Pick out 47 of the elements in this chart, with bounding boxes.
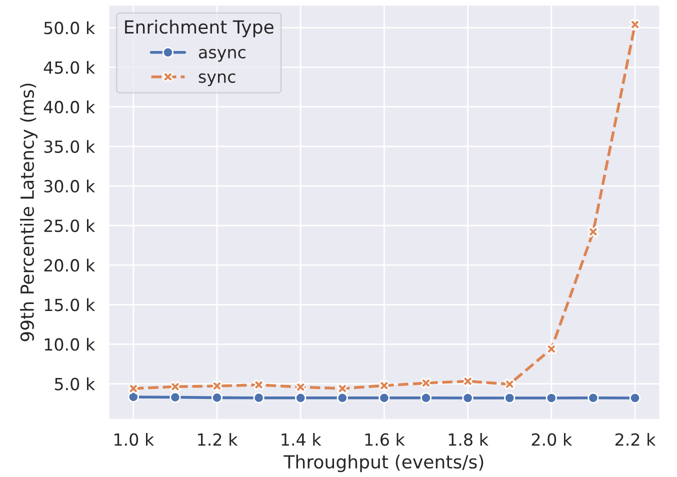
point [295,382,306,393]
y-axis-title: 99th Percentile Latency (ms) [20,84,38,342]
y-tick-label: 45.0 k [44,60,96,74]
y-tick-label: 40.0 k [44,100,96,114]
legend-label: sync [198,73,236,86]
legend-label: async [198,48,246,62]
point [211,380,223,392]
x-tick-label: 1.8 k [448,432,488,446]
point [462,376,474,387]
point [336,382,348,394]
point [504,378,516,390]
y-tick-label: 30.0 k [44,180,96,193]
point [128,382,139,394]
point [462,392,474,404]
point [253,379,264,390]
y-tick-label: 20.0 k [44,258,96,272]
y-tick-label: 5.0 k [54,377,96,390]
y-tick-label: 15.0 k [44,298,96,312]
point [420,392,432,404]
y-tick-label: 50.0 k [44,21,96,34]
point [170,392,181,403]
point [378,380,390,392]
x-tick-label: 1.4 k [282,432,322,446]
point [170,381,181,392]
y-tick-label: 25.0 k [44,219,96,232]
x-tick-label: 2.0 k [532,432,572,446]
point [629,392,641,404]
y-tick-label: 10.0 k [44,338,96,351]
point [504,392,516,404]
point [378,392,390,404]
point [253,392,264,404]
point [336,392,348,404]
point [546,343,557,355]
point [295,392,306,404]
legend-title: Enrichment Type [125,20,274,38]
point [211,392,223,404]
x-axis-title: Throughput (events/s) [284,454,484,472]
point [420,377,432,389]
x-tick-label: 1.6 k [365,432,405,446]
point [629,18,641,30]
x-tick-label: 1.0 k [114,432,154,446]
point [546,392,557,404]
point [588,392,599,404]
x-tick-label: 2.2 k [615,432,656,446]
y-tick-label: 35.0 k [44,140,96,153]
point [588,226,599,238]
x-tick-label: 1.2 k [198,432,238,446]
